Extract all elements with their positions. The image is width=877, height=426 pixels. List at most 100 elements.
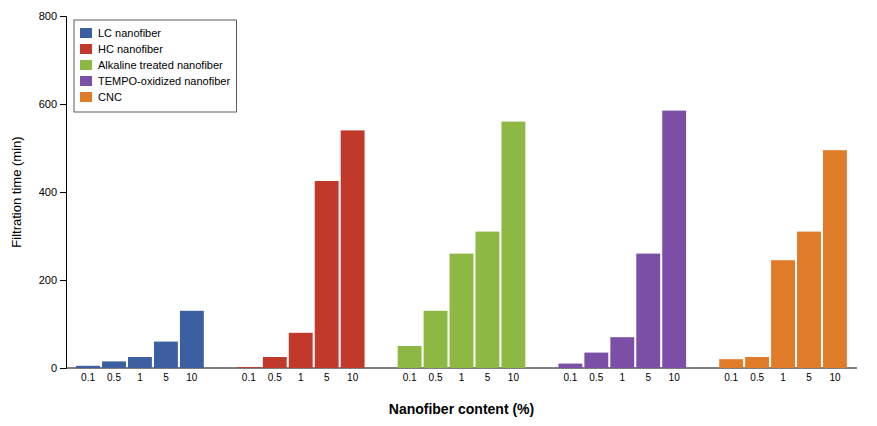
legend-item: LC nanofiber: [80, 27, 161, 39]
x-tick-label: 10: [186, 372, 198, 383]
bar: [398, 346, 422, 368]
bar: [636, 254, 660, 368]
bar-series: [76, 311, 204, 368]
x-tick: 10: [508, 372, 520, 383]
x-axis-group: 0.1 0.5 1 5 10: [242, 372, 359, 383]
legend-swatch: [80, 28, 92, 38]
legend-item: HC nanofiber: [80, 43, 163, 55]
bars: [76, 111, 847, 368]
y-axis: 0200400600800: [39, 10, 67, 374]
x-tick: 1: [459, 372, 465, 383]
x-tick-label: 1: [619, 372, 625, 383]
legend-swatch: [80, 60, 92, 70]
x-tick: 5: [645, 372, 651, 383]
x-tick-label: 1: [459, 372, 465, 383]
x-tick-label: 5: [324, 372, 330, 383]
x-tick: 5: [485, 372, 491, 383]
x-tick-label: 0.5: [429, 372, 443, 383]
x-tick: 0.1: [403, 372, 417, 383]
x-tick: 0.1: [242, 372, 256, 383]
bar: [128, 357, 152, 368]
y-tick-mark: [60, 192, 66, 193]
x-tick: 0.1: [724, 372, 738, 383]
bar: [558, 364, 582, 368]
chart: 02004006008000.10.515100.10.515100.10.51…: [0, 0, 877, 426]
x-axis-title: Nanofiber content (%): [389, 401, 534, 417]
x-tick-label: 5: [485, 372, 491, 383]
y-axis-title: Filtration time (min): [9, 136, 24, 247]
x-tick: 0.5: [268, 372, 282, 383]
y-tick-mark: [60, 16, 66, 17]
x-tick: 10: [347, 372, 359, 383]
bar: [289, 333, 313, 368]
x-tick: 0.5: [589, 372, 603, 383]
x-axis-group: 0.10.51510: [81, 372, 198, 383]
x-tick: 0.5: [750, 372, 764, 383]
x-axis-group: 0.1 0.5 1 5 10: [403, 372, 520, 383]
x-tick-label: 5: [645, 372, 651, 383]
bar: [823, 150, 847, 368]
x-tick-label: 0.1: [81, 372, 95, 383]
x-tick: 5: [324, 372, 330, 383]
plot: 02004006008000.10.515100.10.515100.10.51…: [39, 10, 857, 383]
x-axis-group: 0.1 0.5 1 5 10: [563, 372, 680, 383]
bar-series: [719, 150, 847, 368]
legend-label: HC nanofiber: [98, 43, 163, 55]
x-tick: 10: [186, 372, 198, 383]
legend-label: CNC: [98, 91, 122, 103]
bar-series: [558, 111, 686, 368]
legend-label: TEMPO-oxidized nanofiber: [98, 75, 230, 87]
bar: [102, 361, 126, 368]
x-axis-group: 0.10.51510: [724, 372, 841, 383]
x-tick-label: 0.5: [589, 372, 603, 383]
legend-item: CNC: [80, 91, 122, 103]
x-tick-label: 1: [780, 372, 786, 383]
x-tick-label: 5: [806, 372, 812, 383]
y-tick-mark: [60, 280, 66, 281]
legend-swatch: [80, 92, 92, 102]
y-tick-label: 400: [39, 186, 57, 198]
x-tick: 1: [137, 372, 143, 383]
legend-swatch: [80, 76, 92, 86]
y-tick: 400: [39, 186, 66, 198]
bar: [610, 337, 634, 368]
x-tick-label: 10: [508, 372, 520, 383]
bar: [662, 111, 686, 368]
legend-item: Alkaline treated nanofiber: [80, 59, 223, 71]
bar: [450, 254, 474, 368]
bar: [797, 232, 821, 368]
x-tick-label: 0.5: [107, 372, 121, 383]
x-tick: 10: [669, 372, 681, 383]
x-tick: 0.5: [107, 372, 121, 383]
bar: [315, 181, 339, 368]
x-tick-label: 1: [298, 372, 304, 383]
bar: [501, 122, 525, 368]
x-tick: 1: [780, 372, 786, 383]
legend-item: TEMPO-oxidized nanofiber: [80, 75, 230, 87]
bar-series: [237, 130, 365, 368]
bar: [154, 342, 178, 368]
x-tick: 0.1: [563, 372, 577, 383]
bar: [180, 311, 204, 368]
x-tick-label: 0.1: [242, 372, 256, 383]
bar: [76, 366, 100, 368]
y-tick: 600: [39, 98, 66, 110]
x-tick-label: 0.1: [724, 372, 738, 383]
x-tick-label: 10: [669, 372, 681, 383]
x-axis: 0.10.515100.10.515100.10.515100.10.51510…: [66, 368, 857, 383]
legend-label: Alkaline treated nanofiber: [98, 59, 223, 71]
x-tick: 1: [298, 372, 304, 383]
x-tick: 0.1: [81, 372, 95, 383]
bar: [745, 357, 769, 368]
bar-series: [398, 122, 526, 368]
bar: [237, 367, 261, 368]
bar: [341, 130, 365, 368]
x-tick-label: 0.5: [750, 372, 764, 383]
bar: [263, 357, 287, 368]
y-tick-label: 0: [51, 362, 57, 374]
legend-swatch: [80, 44, 92, 54]
y-tick-mark: [60, 368, 66, 369]
x-tick: 1: [619, 372, 625, 383]
x-tick: 0.5: [429, 372, 443, 383]
x-tick-label: 0.5: [268, 372, 282, 383]
